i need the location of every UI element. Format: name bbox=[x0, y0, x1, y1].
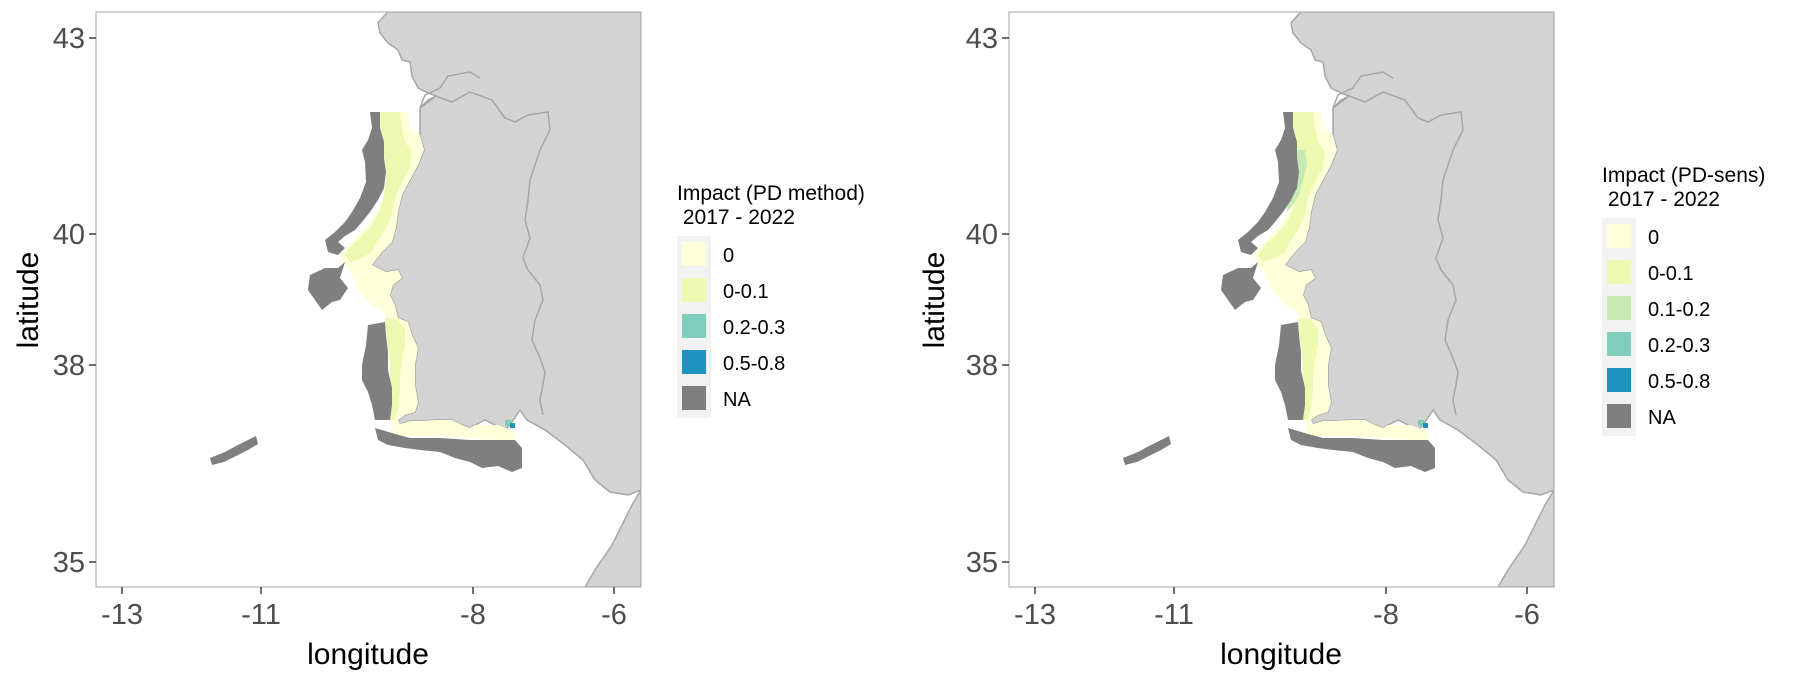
na-zone-south-west bbox=[1275, 322, 1305, 420]
y-tick-label: 38 bbox=[966, 350, 998, 382]
legend-label-1: 0-0.1 bbox=[1648, 263, 1694, 285]
na-zone-south bbox=[1288, 428, 1435, 472]
legend-label-3: 0.5-0.8 bbox=[723, 353, 785, 375]
y-tick-label: 43 bbox=[53, 23, 85, 55]
legend-swatch-3 bbox=[1607, 332, 1631, 356]
legend-label-5: NA bbox=[1648, 407, 1676, 429]
na-zone-north bbox=[1238, 112, 1299, 255]
na-zone-island-a bbox=[1123, 436, 1171, 465]
plot-area bbox=[1008, 11, 1555, 588]
impact-zone-0-0.1 bbox=[1258, 112, 1325, 262]
x-tick-label: -13 bbox=[101, 599, 143, 631]
map-panel-pd-method: 43 40 38 35 latitude -13 -11 -8 -6 longi… bbox=[12, 11, 865, 671]
y-axis-title: latitude bbox=[918, 252, 951, 349]
plot-frame bbox=[95, 11, 642, 588]
y-tick-label: 35 bbox=[53, 547, 85, 579]
y-tick-label: 38 bbox=[53, 350, 85, 382]
x-tick-label: -8 bbox=[460, 599, 486, 631]
map-panel-pd-sens: 43 40 38 35 latitude -13 -11 -8 -6 longi… bbox=[900, 0, 1800, 675]
x-axis: -13 -11 -8 -6 longitude bbox=[1014, 587, 1540, 671]
na-zone-north bbox=[325, 112, 386, 255]
x-tick-label: -6 bbox=[1514, 599, 1540, 631]
na-zone-island-a bbox=[210, 436, 258, 465]
map-pd-method: 43 40 38 35 latitude -13 -11 -8 -6 longi… bbox=[12, 11, 865, 671]
map-pd-sens: 43 40 38 35 latitude -13 -11 -8 -6 longi… bbox=[918, 11, 1765, 671]
legend-swatch-0 bbox=[1607, 224, 1631, 248]
legend-swatch-2 bbox=[1607, 296, 1631, 320]
impact-cell-0.2-0.3 bbox=[1418, 420, 1424, 426]
legend-swatch-3 bbox=[682, 350, 706, 374]
impact-zone-zero bbox=[1253, 112, 1428, 440]
river-line bbox=[419, 91, 551, 416]
y-axis: 43 40 38 35 latitude bbox=[12, 23, 96, 579]
legend-label-2: 0.2-0.3 bbox=[723, 317, 785, 339]
x-axis-title: longitude bbox=[1220, 638, 1342, 671]
legend-swatch-1 bbox=[682, 278, 706, 302]
impact-cell-0.5-0.8 bbox=[1423, 423, 1428, 428]
x-tick-label: -6 bbox=[601, 599, 627, 631]
y-tick-label: 40 bbox=[53, 219, 85, 251]
impact-cell-0.2-0.3 bbox=[505, 420, 511, 426]
plot-frame bbox=[1008, 11, 1555, 588]
river-line-2 bbox=[1332, 71, 1394, 109]
na-zone-west-knob bbox=[1221, 262, 1261, 310]
legend-title-line2: 2017 - 2022 bbox=[677, 206, 795, 229]
legend: Impact (PD-sens) 2017 - 2022 0 0-0.1 0.1… bbox=[1602, 164, 1765, 436]
impact-zone-0-0.1 bbox=[345, 112, 412, 262]
legend-key-background bbox=[1602, 218, 1636, 436]
legend-swatch-2 bbox=[682, 314, 706, 338]
legend-label-2: 0.1-0.2 bbox=[1648, 299, 1710, 321]
legend-swatch-5 bbox=[1607, 404, 1631, 428]
y-axis: 43 40 38 35 latitude bbox=[918, 23, 1009, 579]
legend-label-4: NA bbox=[723, 389, 751, 411]
legend-swatch-4 bbox=[1607, 368, 1631, 392]
river-line bbox=[1332, 91, 1464, 416]
legend-keys-left: 0 0-0.1 0.2-0.3 0.5-0.8 NA bbox=[682, 242, 785, 411]
legend-label-0: 0 bbox=[723, 245, 734, 267]
legend-title-line1: Impact (PD-sens) bbox=[1602, 164, 1765, 187]
legend-swatch-4 bbox=[682, 386, 706, 410]
na-zone-south-west bbox=[362, 322, 392, 420]
x-axis-title: longitude bbox=[307, 638, 429, 671]
impact-cell-0.5-0.8 bbox=[510, 423, 515, 428]
legend-swatch-1 bbox=[1607, 260, 1631, 284]
x-tick-label: -13 bbox=[1014, 599, 1056, 631]
x-tick-label: -11 bbox=[241, 599, 281, 631]
y-tick-label: 40 bbox=[966, 219, 998, 251]
x-tick-label: -8 bbox=[1373, 599, 1399, 631]
legend-label-0: 0 bbox=[1648, 227, 1659, 249]
legend-title-line2: 2017 - 2022 bbox=[1602, 188, 1720, 211]
x-axis: -13 -11 -8 -6 longitude bbox=[101, 587, 627, 671]
river-line-2 bbox=[419, 71, 481, 109]
impact-zone-zero bbox=[340, 112, 515, 440]
africa-land bbox=[1497, 488, 1554, 587]
legend-label-1: 0-0.1 bbox=[723, 281, 769, 303]
na-zone-west-knob bbox=[308, 262, 348, 310]
legend: Impact (PD method) 2017 - 2022 0 0-0.1 0… bbox=[677, 182, 865, 418]
na-zone-south bbox=[375, 428, 522, 472]
legend-keys-right: 0 0-0.1 0.1-0.2 0.2-0.3 0.5-0.8 NA bbox=[1607, 224, 1710, 429]
y-tick-label: 35 bbox=[966, 547, 998, 579]
y-tick-label: 43 bbox=[966, 23, 998, 55]
legend-title-line1: Impact (PD method) bbox=[677, 182, 865, 205]
legend-label-3: 0.2-0.3 bbox=[1648, 335, 1710, 357]
legend-label-4: 0.5-0.8 bbox=[1648, 371, 1710, 393]
plot-area bbox=[95, 11, 642, 588]
y-axis-title: latitude bbox=[12, 252, 45, 349]
x-tick-label: -11 bbox=[1154, 599, 1194, 631]
africa-land bbox=[584, 488, 641, 587]
legend-swatch-0 bbox=[682, 242, 706, 266]
